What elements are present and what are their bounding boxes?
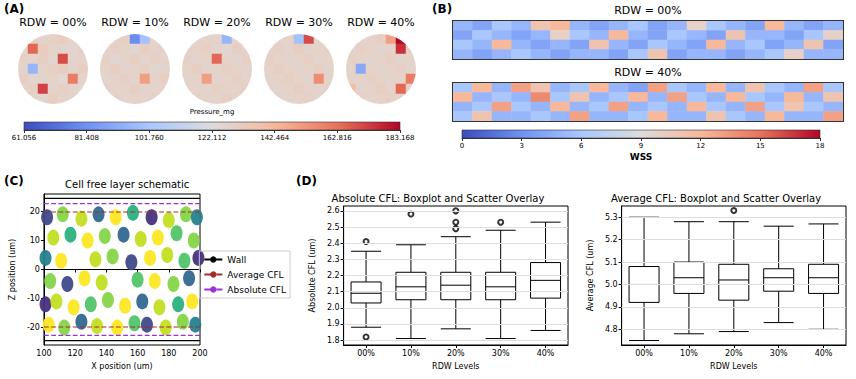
svg-text:-10: -10 [27, 294, 40, 303]
svg-text:2.3: 2.3 [327, 255, 340, 264]
svg-text:2.2: 2.2 [327, 271, 340, 280]
svg-text:5.0: 5.0 [605, 280, 618, 289]
svg-text:61.056: 61.056 [12, 134, 37, 142]
svg-text:20%: 20% [725, 349, 743, 358]
svg-text:12: 12 [696, 142, 705, 150]
svg-text:140: 140 [99, 349, 114, 358]
svg-text:2.4: 2.4 [327, 239, 340, 248]
svg-text:00%: 00% [357, 349, 375, 358]
svg-text:RDW Levels: RDW Levels [710, 362, 757, 371]
svg-text:2.1: 2.1 [327, 287, 340, 296]
html-text:RDW = 40%: RDW = 40% [347, 16, 415, 29]
svg-text:0: 0 [35, 265, 40, 274]
html-text:RDW = 20%: RDW = 20% [183, 16, 251, 29]
svg-text:RDW Levels: RDW Levels [432, 362, 479, 371]
html-text:(A): (A) [4, 2, 25, 16]
svg-text:Absolute CFL: Boxplot and Scat: Absolute CFL: Boxplot and Scatter Overla… [332, 193, 545, 204]
svg-text:142.464: 142.464 [260, 134, 289, 142]
svg-text:20: 20 [30, 207, 40, 216]
svg-text:122.112: 122.112 [198, 134, 227, 142]
html-text:Pressure_mg: Pressure_mg [189, 108, 235, 116]
svg-text:120: 120 [68, 349, 83, 358]
html-text:(C): (C) [4, 174, 24, 188]
svg-text:101.760: 101.760 [135, 134, 164, 142]
svg-text:0: 0 [460, 142, 464, 150]
svg-text:200: 200 [192, 349, 207, 358]
svg-text:10: 10 [30, 236, 40, 245]
svg-text:-20: -20 [27, 323, 40, 332]
svg-text:1.9: 1.9 [327, 319, 340, 328]
html-text:RDW = 10%: RDW = 10% [101, 16, 169, 29]
svg-text:9: 9 [639, 142, 643, 150]
svg-text:2.5: 2.5 [327, 223, 340, 232]
svg-text:10%: 10% [402, 349, 420, 358]
svg-text:3: 3 [519, 142, 523, 150]
html-text:RDW = 30%: RDW = 30% [265, 16, 333, 29]
svg-text:4.9: 4.9 [605, 302, 618, 311]
svg-text:10%: 10% [680, 349, 698, 358]
html-text:RDW = 40%: RDW = 40% [614, 66, 682, 79]
html-text:(D): (D) [296, 174, 317, 188]
html-text:RDW = 00%: RDW = 00% [19, 16, 87, 29]
svg-text:5.3: 5.3 [605, 213, 618, 222]
svg-text:20%: 20% [447, 349, 465, 358]
svg-text:Z position (um): Z position (um) [8, 239, 17, 300]
html-text:WSS: WSS [629, 152, 653, 162]
svg-text:1.8: 1.8 [327, 336, 340, 345]
svg-text:40%: 40% [815, 349, 833, 358]
svg-text:00%: 00% [635, 349, 653, 358]
svg-text:X position (um): X position (um) [91, 362, 152, 371]
svg-text:180: 180 [161, 349, 176, 358]
svg-text:81.408: 81.408 [74, 134, 99, 142]
html-text:RDW = 00%: RDW = 00% [614, 4, 682, 17]
svg-text:4.8: 4.8 [605, 325, 618, 334]
svg-text:183.168: 183.168 [386, 134, 415, 142]
svg-text:Wall: Wall [227, 255, 246, 265]
svg-text:162.816: 162.816 [323, 134, 352, 142]
svg-text:Average CFL (um): Average CFL (um) [586, 240, 595, 312]
svg-text:30%: 30% [770, 349, 788, 358]
svg-text:Average CFL: Average CFL [227, 270, 283, 280]
svg-text:15: 15 [756, 142, 765, 150]
svg-text:Cell free layer schematic: Cell free layer schematic [65, 179, 189, 190]
svg-text:Absolute CFL (um): Absolute CFL (um) [308, 239, 317, 313]
svg-text:Average CFL: Boxplot and Scatt: Average CFL: Boxplot and Scatter Overlay [611, 193, 821, 204]
svg-text:2.0: 2.0 [327, 303, 340, 312]
svg-text:100: 100 [36, 349, 51, 358]
svg-text:2.6: 2.6 [327, 206, 340, 215]
svg-text:6: 6 [579, 142, 584, 150]
svg-text:5.2: 5.2 [605, 235, 618, 244]
svg-text:30%: 30% [492, 349, 510, 358]
html-text:(B): (B) [432, 2, 453, 16]
svg-text:18: 18 [816, 142, 825, 150]
svg-text:40%: 40% [537, 349, 555, 358]
svg-text:Absolute CFL: Absolute CFL [227, 285, 286, 295]
svg-text:5.1: 5.1 [605, 258, 618, 267]
svg-text:160: 160 [130, 349, 145, 358]
